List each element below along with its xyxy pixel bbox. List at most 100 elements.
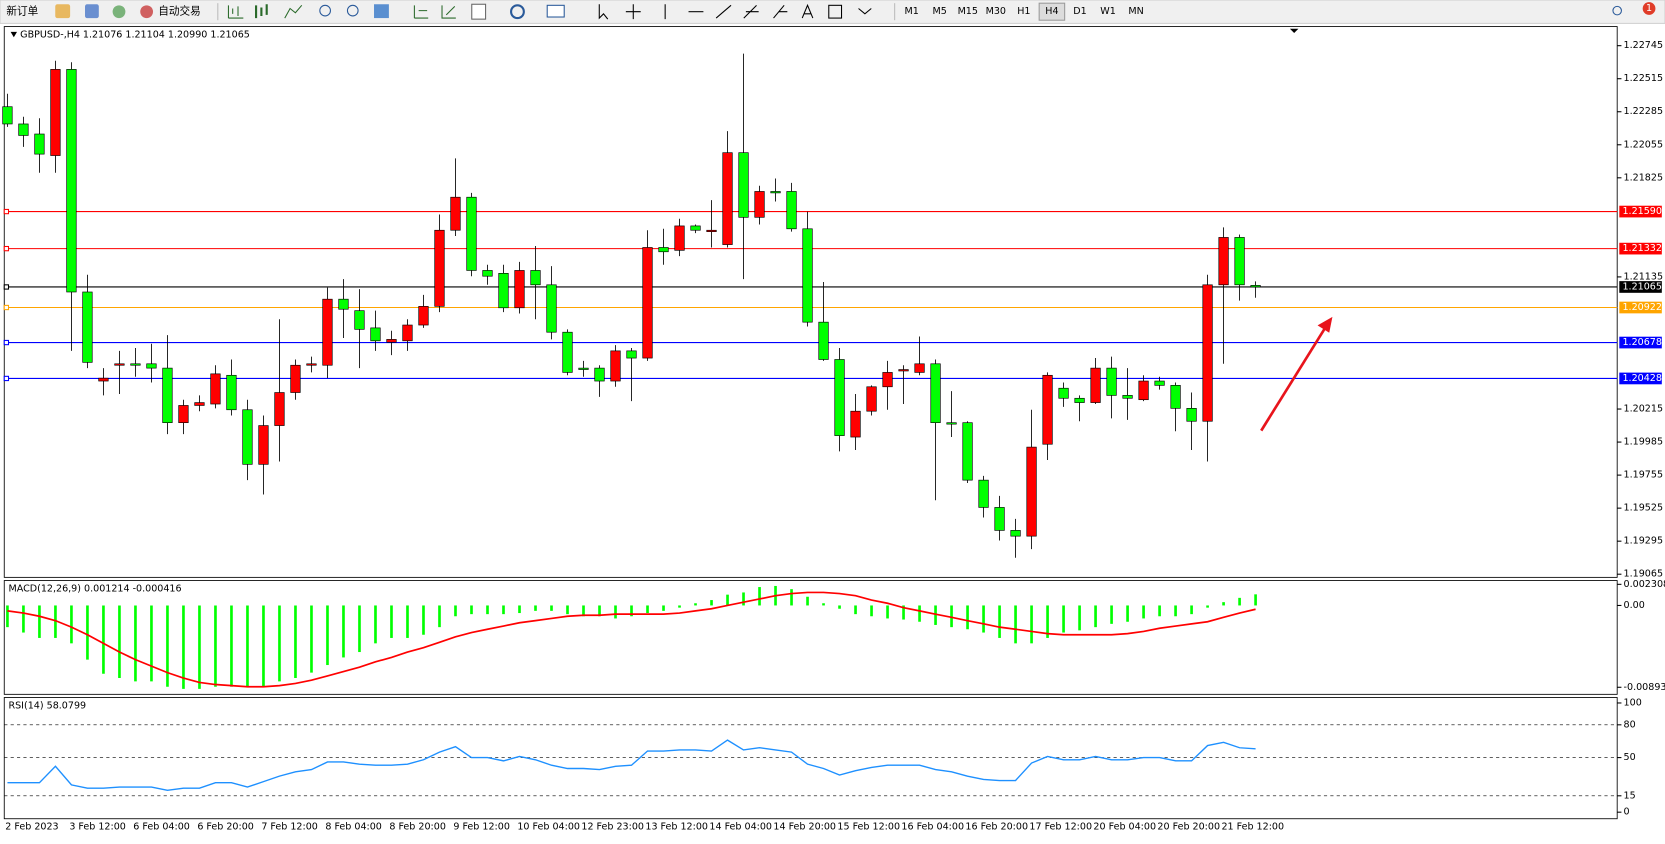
- y-tick-label: 1.22055: [1624, 139, 1663, 150]
- level-handle: [3, 339, 10, 346]
- level-label-bg: [1619, 301, 1662, 314]
- timeframe-button[interactable]: M1: [905, 6, 919, 17]
- icon[interactable]: [55, 4, 71, 19]
- y-tick-label: 1.22285: [1624, 106, 1663, 117]
- x-tick-label: 14 Feb 04:00: [709, 822, 772, 833]
- candle-body: [946, 422, 957, 425]
- candle-body: [546, 284, 557, 333]
- candle-body: [290, 364, 301, 393]
- candle-body: [178, 405, 189, 424]
- zoom-out[interactable]: [346, 4, 359, 17]
- arrows-tool[interactable]: [858, 8, 872, 15]
- timeframe-button[interactable]: M15: [958, 6, 978, 17]
- toolbar: 新订单 自动交易 M1 M5 M15 M30 H1 H4 D1 W1 MN 1: [0, 0, 1665, 24]
- icon[interactable]: [85, 4, 99, 19]
- candle-body: [578, 367, 589, 370]
- timeframes: M1 M5 M15 M30 H1 H4 D1 W1 MN: [905, 2, 1144, 21]
- timeframe-button[interactable]: M30: [986, 6, 1006, 17]
- candle-body: [82, 291, 93, 363]
- level-label-bg: [1619, 205, 1662, 218]
- candle-body: [514, 270, 525, 309]
- candle-body: [338, 298, 349, 310]
- y-tick-label: 0.002308: [1624, 579, 1665, 590]
- candle-body: [818, 321, 829, 360]
- candle-body: [210, 373, 221, 405]
- candle-body: [274, 392, 285, 426]
- zoom-in[interactable]: [319, 4, 331, 17]
- candle-body: [594, 367, 605, 382]
- candle-body: [66, 69, 77, 293]
- icon[interactable]: [112, 5, 126, 19]
- label-tool[interactable]: [828, 4, 843, 19]
- candle-body: [1010, 530, 1021, 537]
- candle-body: [770, 191, 781, 194]
- level-label-bg: [1619, 336, 1662, 349]
- timeframe-button[interactable]: H4: [1045, 6, 1058, 17]
- y-tick-label: 1.19295: [1624, 536, 1663, 547]
- candle-body: [914, 363, 925, 373]
- candle-body: [1074, 397, 1085, 403]
- candle-body: [850, 410, 861, 438]
- x-tick-label: 16 Feb 20:00: [965, 822, 1028, 833]
- level-label: 1.20678: [1622, 337, 1661, 348]
- candle-body: [786, 191, 797, 230]
- y-tick-label: 1.21825: [1624, 172, 1663, 183]
- candle-body: [258, 425, 269, 465]
- x-tick-label: 17 Feb 12:00: [1029, 822, 1092, 833]
- icon[interactable]: [471, 3, 487, 20]
- crosshair-tool[interactable]: [625, 4, 641, 20]
- icon[interactable]: [441, 5, 456, 19]
- icon[interactable]: [140, 5, 154, 19]
- candle-body: [562, 331, 573, 373]
- candle-body: [674, 225, 685, 251]
- level-label-bg: [1619, 372, 1662, 385]
- candle-body: [706, 229, 717, 232]
- candle-body: [2, 106, 13, 125]
- candle-body: [626, 350, 637, 359]
- level-handle: [3, 375, 10, 382]
- y-tick-label: -0.008939: [1624, 682, 1665, 693]
- y-tick-label: 50: [1624, 752, 1636, 763]
- timeframe-button[interactable]: D1: [1073, 6, 1086, 17]
- candle-body: [1026, 446, 1037, 537]
- y-tick-label: 0: [1624, 807, 1630, 818]
- icon[interactable]: [413, 5, 429, 19]
- candle-body: [930, 363, 941, 424]
- icon[interactable]: [284, 4, 303, 19]
- candle-body: [978, 479, 989, 508]
- timeframe-button[interactable]: W1: [1100, 6, 1116, 17]
- x-tick-label: 16 Feb 04:00: [901, 822, 964, 833]
- notification-badge[interactable]: [1642, 2, 1656, 15]
- timeframe-button[interactable]: M5: [933, 6, 947, 17]
- candle-body: [354, 310, 365, 330]
- x-tick-label: 9 Feb 12:00: [453, 822, 510, 833]
- trendline-tool[interactable]: [715, 4, 732, 19]
- y-tick-label: 1.19985: [1624, 437, 1663, 448]
- rsi-line: [7, 739, 1256, 792]
- candle-body: [610, 350, 621, 382]
- icon[interactable]: [374, 4, 389, 19]
- candle-body: [866, 386, 877, 412]
- x-tick-label: 21 Feb 12:00: [1221, 822, 1284, 833]
- icon[interactable]: [546, 4, 565, 18]
- chart-title: GBPUSD-,H4: [20, 30, 80, 41]
- y-tick-label: 1.22515: [1624, 73, 1663, 84]
- x-tick-label: 3 Feb 12:00: [69, 822, 126, 833]
- timeframe-button[interactable]: MN: [1128, 6, 1143, 17]
- icon[interactable]: [510, 4, 525, 20]
- text-tool[interactable]: [801, 3, 814, 19]
- fibo-tool[interactable]: [773, 4, 788, 19]
- cursor-tool[interactable]: [598, 4, 609, 20]
- y-tick-label: 100: [1624, 697, 1642, 708]
- icon[interactable]: [227, 5, 244, 19]
- new-order-button[interactable]: 新订单: [6, 5, 38, 18]
- search-icon[interactable]: [1612, 5, 1622, 16]
- level-label: 1.20922: [1622, 302, 1661, 313]
- menu-triangle[interactable]: [10, 31, 18, 38]
- channel-tool[interactable]: [743, 4, 759, 19]
- timeframe-button[interactable]: H1: [1017, 6, 1030, 17]
- auto-trading-button[interactable]: 自动交易: [158, 5, 200, 18]
- candle-body: [226, 374, 237, 411]
- icon[interactable]: [255, 4, 268, 19]
